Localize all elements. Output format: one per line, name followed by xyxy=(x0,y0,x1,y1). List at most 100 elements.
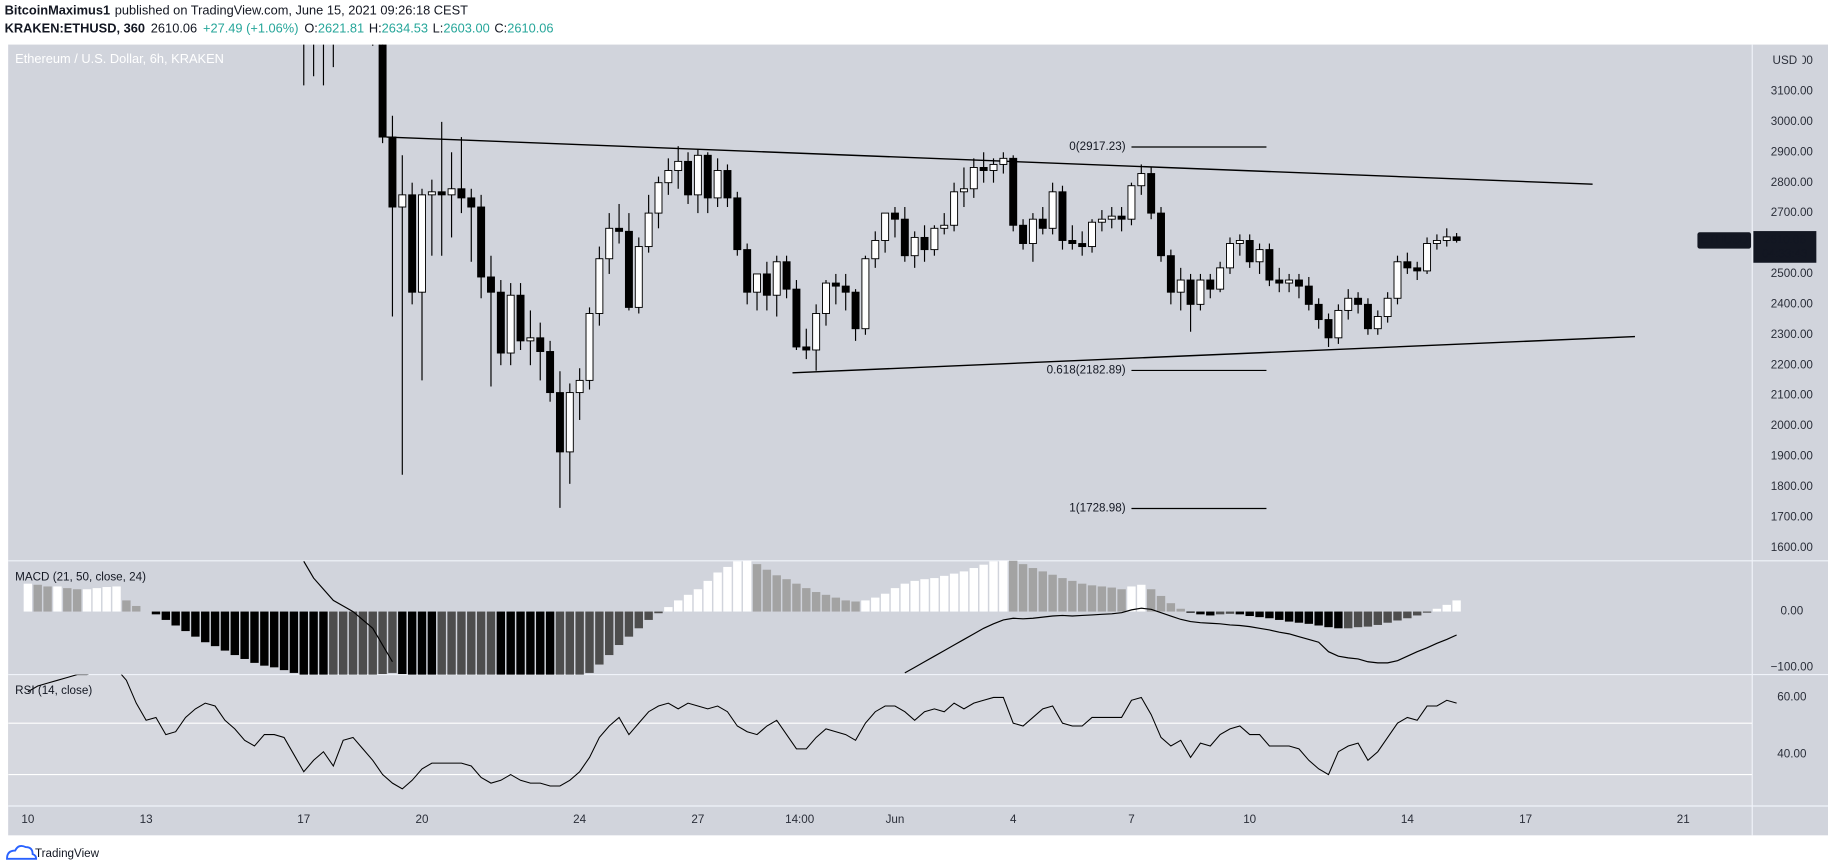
ohlc-value: 2621.81 xyxy=(318,21,364,36)
histogram-bar xyxy=(851,601,860,612)
candle-body xyxy=(1334,309,1343,339)
x-tick-label: 4 xyxy=(1010,813,1017,826)
ohlc-key: H: xyxy=(369,21,382,36)
candle-body xyxy=(1373,316,1382,330)
candle-body xyxy=(546,351,555,394)
candle-body xyxy=(1354,297,1363,305)
histogram-bar xyxy=(1403,611,1412,619)
price-panel: Ethereum / U.S. Dollar, 6h, KRAKEN 0(2917… xyxy=(15,44,1635,515)
histogram-bar xyxy=(1186,611,1195,613)
candle-body xyxy=(595,258,604,314)
candle-body xyxy=(831,282,840,287)
y-tick-label: 60.00 xyxy=(1777,691,1807,704)
histogram-bar xyxy=(1176,608,1185,612)
symbol-line: KRAKEN:ETHUSD, 360 2610.06 +27.49 (+1.06%)… xyxy=(5,21,554,36)
histogram-bar xyxy=(634,611,643,629)
histogram-bar xyxy=(260,611,269,666)
histogram-bar xyxy=(407,611,417,675)
candle-body xyxy=(1038,218,1047,229)
histogram-bar xyxy=(545,611,555,675)
y-tick-label: 2100.00 xyxy=(1771,389,1814,402)
y-tick-label: 2400.00 xyxy=(1771,297,1814,310)
histogram-bar xyxy=(861,600,870,612)
histogram-bar xyxy=(289,611,299,673)
candle-body xyxy=(467,197,476,208)
candle-body xyxy=(1048,191,1057,229)
histogram-bar xyxy=(703,580,712,612)
histogram-bar xyxy=(1334,611,1343,629)
symbol: KRAKEN:ETHUSD, 360 xyxy=(5,21,145,36)
histogram-bar xyxy=(1206,611,1215,616)
histogram-bar xyxy=(447,611,456,675)
candle-body xyxy=(950,191,959,226)
histogram-bar xyxy=(1028,568,1038,612)
candle-body xyxy=(812,313,821,351)
candle-body xyxy=(900,218,909,257)
candle-body xyxy=(427,191,436,196)
candle-body xyxy=(999,157,1008,165)
rsi-line xyxy=(27,674,1457,790)
y-tick-label: 2500.00 xyxy=(1771,267,1814,280)
candle-body xyxy=(615,227,624,232)
candle-body xyxy=(1423,243,1432,272)
candle-body xyxy=(1196,279,1205,305)
candle-body xyxy=(418,194,426,293)
histogram-bar xyxy=(1215,611,1225,615)
histogram-bar xyxy=(595,611,604,665)
y-tick-label: 1700.00 xyxy=(1771,510,1814,523)
y-tick-label: 0.00 xyxy=(1781,605,1804,618)
histogram-bar xyxy=(82,589,92,612)
histogram-bar xyxy=(72,589,82,612)
histogram-bar xyxy=(1422,611,1432,613)
histogram-bar xyxy=(930,578,939,612)
histogram-bar xyxy=(999,560,1008,612)
y-tick-label: 1900.00 xyxy=(1771,450,1814,463)
candle-body xyxy=(743,249,752,293)
candle-body xyxy=(1117,215,1126,220)
histogram-bar xyxy=(338,611,348,675)
histogram-bar xyxy=(683,594,693,612)
y-tick-label: 3000.00 xyxy=(1771,115,1814,128)
candle-body xyxy=(624,230,633,308)
histogram-bar xyxy=(1156,595,1166,612)
candle-body xyxy=(1413,267,1422,272)
histogram-bar xyxy=(792,583,801,612)
candle-body xyxy=(1235,240,1244,244)
histogram-bar xyxy=(1097,586,1107,612)
histogram-bar xyxy=(1432,608,1442,612)
y-tick-label: 2300.00 xyxy=(1771,328,1814,341)
candle-body xyxy=(959,188,968,193)
header-line: BitcoinMaximus1 published on TradingView.… xyxy=(5,3,468,18)
candle-body xyxy=(930,227,939,251)
candle-body xyxy=(1344,297,1353,311)
candle-body xyxy=(555,392,564,453)
candle-body xyxy=(674,160,683,171)
candle-body xyxy=(1432,240,1441,244)
candle-body xyxy=(1265,249,1274,281)
candle-body xyxy=(1078,243,1087,248)
candle-body xyxy=(398,194,407,208)
histogram-bar xyxy=(772,575,781,612)
candle-body xyxy=(792,288,801,348)
histogram-bar xyxy=(299,611,308,675)
ohlc-value: 2610.06 xyxy=(507,21,553,36)
histogram-bar xyxy=(417,611,427,675)
histogram-bar xyxy=(1038,571,1047,612)
histogram-bar xyxy=(969,568,978,612)
histogram-bar xyxy=(506,611,515,675)
axes: 10 13 17 20 24 27 14:00 Jun 4 7 10 14 17 21 1600.00 170… xyxy=(21,51,1817,826)
histogram-bar xyxy=(1068,580,1077,612)
histogram-bar xyxy=(1284,611,1294,622)
histogram-bar xyxy=(181,611,190,632)
candle-body xyxy=(1166,255,1175,293)
y-tick-label: 2200.00 xyxy=(1771,358,1814,371)
x-tick-label: 14 xyxy=(1401,813,1414,826)
candle-body xyxy=(1206,279,1215,290)
fib-label: 0(2917.23) xyxy=(1069,140,1125,153)
histogram-bar xyxy=(1413,611,1422,616)
y-tick-label: 40.00 xyxy=(1777,748,1807,761)
histogram-bar xyxy=(1265,611,1274,619)
histogram-bar xyxy=(1137,584,1146,612)
x-tick-label: 10 xyxy=(21,813,34,826)
